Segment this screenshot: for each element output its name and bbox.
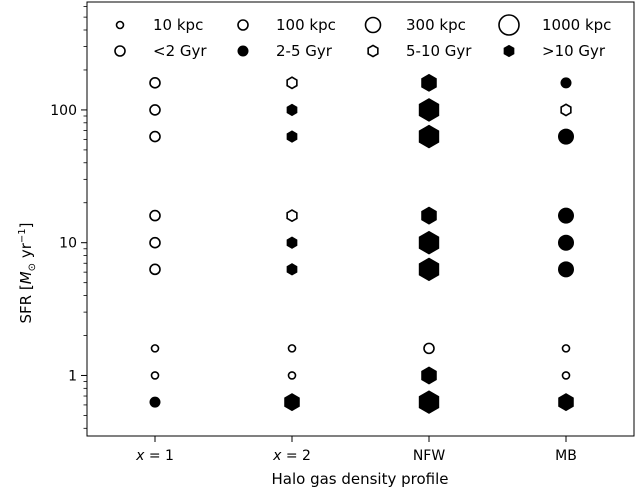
legend-marker [364, 16, 382, 34]
y-axis-label-subscript: ⊙ [27, 263, 38, 271]
legend-marker [114, 45, 126, 57]
data-point [149, 209, 161, 222]
y-tick-label: 100 [50, 103, 77, 119]
legend-label: 10 kpc [153, 16, 203, 34]
data-point [286, 103, 298, 117]
data-point [423, 342, 435, 355]
data-point [421, 206, 437, 225]
legend-marker [115, 20, 125, 30]
x-tick-label: NFW [413, 448, 446, 464]
data-point [421, 366, 437, 385]
data-point [558, 261, 574, 278]
y-axis-label-exponent: −1 [17, 228, 28, 243]
data-point [149, 77, 161, 89]
legend-marker [503, 44, 515, 58]
data-point [558, 128, 574, 145]
data-point [418, 124, 440, 149]
legend-label: 300 kpc [406, 16, 466, 34]
data-point [286, 76, 298, 90]
data-point [149, 104, 161, 116]
data-point [149, 236, 161, 249]
y-axis-label: SFR [M⊙ yr−1] [17, 223, 38, 324]
legend-marker [237, 19, 249, 31]
data-point [286, 209, 298, 223]
data-point [286, 130, 298, 143]
data-point [561, 344, 571, 353]
legend-marker [237, 45, 249, 57]
data-point [561, 371, 571, 380]
x-tick-label: x = 2 [272, 448, 311, 464]
y-axis-label-symbol: M [17, 271, 35, 284]
x-tick-label: x = 1 [135, 448, 174, 464]
y-axis-label-unit: yr [17, 242, 35, 263]
data-point [287, 344, 297, 353]
legend-marker [498, 14, 520, 36]
data-point [286, 263, 298, 276]
data-point [418, 230, 440, 255]
data-point [558, 207, 574, 224]
legend-label: 100 kpc [276, 16, 336, 34]
data-point [558, 393, 574, 412]
y-axis-label-suffix: ] [17, 223, 35, 229]
data-point [149, 396, 161, 408]
legend-label: >10 Gyr [542, 42, 606, 60]
axes: 1 10 100 x = 1 x = 2 NFW MB [50, 1, 635, 464]
y-tick-label: 1 [68, 368, 77, 384]
legend-marker [367, 44, 379, 58]
y-tick-label: 10 [59, 236, 77, 252]
x-axis-label: Halo gas density profile [271, 470, 448, 488]
legend-label: 1000 kpc [542, 16, 611, 34]
data-point [418, 390, 440, 414]
x-tick-label: MB [555, 448, 577, 464]
data-points [149, 73, 574, 414]
data-point [418, 257, 440, 282]
data-point [287, 371, 297, 380]
legend-label: 5-10 Gyr [406, 42, 472, 60]
legend-label: <2 Gyr [153, 42, 207, 60]
data-point [149, 263, 161, 276]
data-point [286, 236, 298, 249]
data-point [149, 130, 161, 143]
data-point [421, 73, 437, 92]
data-point [560, 103, 572, 117]
y-axis-label-prefix: SFR [ [17, 284, 35, 323]
data-point [558, 234, 574, 251]
legend: 10 kpc 100 kpc 300 kpc 1000 kpc <2 Gyr 2-5 Gy… [114, 14, 611, 60]
data-point [150, 344, 160, 353]
plot-frame [86, 1, 635, 437]
data-point [284, 393, 300, 412]
data-point [418, 98, 440, 122]
data-point [150, 371, 160, 380]
legend-label: 2-5 Gyr [276, 42, 333, 60]
data-point [560, 77, 572, 89]
